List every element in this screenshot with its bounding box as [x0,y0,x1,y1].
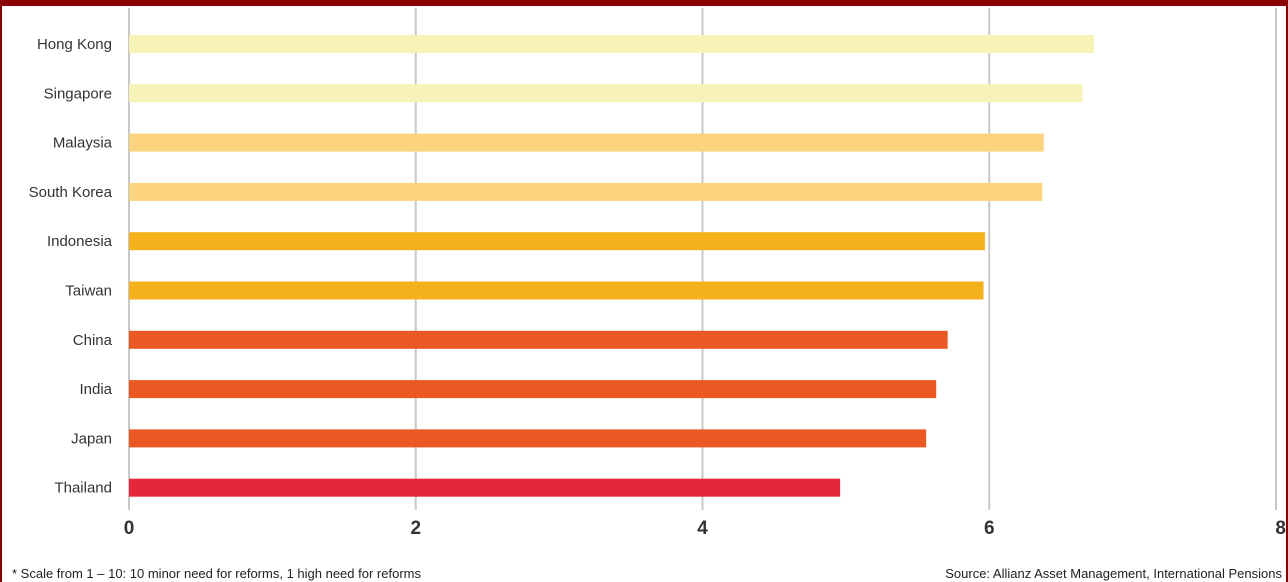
bar [129,281,984,300]
category-label: Singapore [44,85,112,102]
bar [129,232,985,251]
x-tick-label: 8 [1275,518,1286,539]
bar [129,380,937,399]
bar [129,478,841,497]
footnote: * Scale from 1 – 10: 10 minor need for r… [12,566,421,581]
category-label: Taiwan [65,283,112,300]
category-label: South Korea [29,184,113,201]
category-label: Malaysia [53,135,113,152]
bar [129,84,1083,103]
category-labels: Hong Kong Singapore Malaysia South Korea Ind… [29,36,113,497]
x-axis-tick-labels: 0 2 4 6 8 [124,518,1286,539]
category-label: India [79,381,112,398]
bar [129,35,1094,53]
bar [129,429,927,448]
category-label: Indonesia [47,233,113,250]
bars [129,35,1094,497]
category-label: Hong Kong [37,36,112,53]
source-note: Source: Allianz Asset Management, Intern… [945,566,1282,581]
x-tick-label: 6 [984,518,995,539]
x-tick-label: 2 [410,518,421,539]
category-label: Thailand [54,480,112,497]
bar-chart: Hong Kong Singapore Malaysia South Korea Ind… [29,8,1286,539]
x-tick-label: 0 [124,518,135,539]
header-bar [2,0,1288,6]
bar [129,182,1043,201]
bar [129,330,948,349]
bar [129,133,1044,152]
x-tick-label: 4 [697,518,708,539]
category-label: Japan [71,430,112,447]
category-label: China [73,332,113,349]
